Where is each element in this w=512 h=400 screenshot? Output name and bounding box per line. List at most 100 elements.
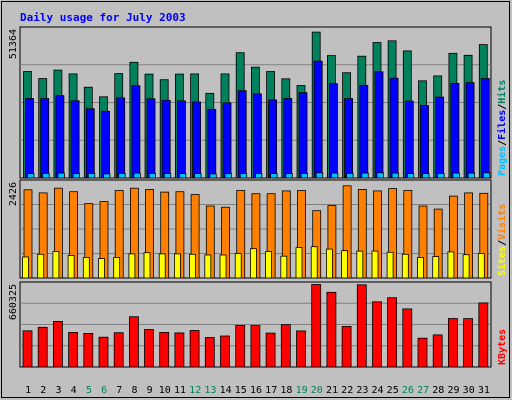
legend-entry: Files: [496, 110, 508, 140]
bar-kbytes: [37, 326, 48, 368]
y-max-label: 51364: [8, 29, 19, 59]
bar-pages: [346, 172, 354, 179]
bar-pages: [361, 172, 369, 179]
bar-files: [283, 98, 293, 179]
bar-pages: [27, 173, 35, 179]
x-tick-label: 21: [326, 385, 338, 396]
legend-kbytes: KBytes: [497, 329, 508, 365]
x-tick-label: 28: [432, 385, 444, 396]
bar-pages: [178, 173, 187, 179]
bar-kbytes: [341, 325, 352, 368]
bar-sites: [401, 253, 409, 279]
bar-pages: [72, 173, 80, 179]
x-tick-label: 25: [387, 385, 399, 396]
bar-pages: [300, 172, 308, 179]
bar-sites: [67, 254, 75, 279]
y-max-label: 2426: [8, 182, 19, 206]
bar-sites: [371, 250, 379, 279]
bar-sites: [280, 255, 288, 279]
bar-files: [268, 99, 278, 179]
bar-files: [146, 98, 156, 179]
x-tick-label: 17: [265, 385, 277, 396]
bar-sites: [295, 247, 303, 279]
bar-kbytes: [447, 318, 458, 368]
bar-files: [101, 110, 110, 179]
x-tick-label: 14: [220, 385, 232, 396]
bar-kbytes: [22, 330, 33, 368]
bar-kbytes: [98, 336, 109, 368]
bar-files: [328, 83, 338, 179]
bar-sites: [37, 253, 45, 279]
bar-kbytes: [463, 318, 474, 368]
bar-files: [359, 85, 369, 179]
bar-files: [192, 101, 202, 179]
bar-files: [161, 99, 171, 179]
x-tick-label: 13: [204, 385, 216, 396]
bar-sites: [341, 250, 349, 279]
bar-sites: [219, 254, 227, 279]
bar-files: [344, 98, 354, 179]
bar-kbytes: [68, 331, 78, 368]
x-tick-label: 26: [402, 385, 414, 396]
bar-pages: [376, 172, 384, 179]
x-tick-label: 1: [25, 385, 31, 396]
bar-files: [374, 71, 384, 179]
bar-sites: [356, 250, 364, 279]
bar-sites: [462, 254, 470, 279]
legend-entry: /: [497, 104, 508, 110]
bar-files: [70, 100, 80, 179]
bar-pages: [133, 172, 141, 179]
bar-kbytes: [432, 334, 443, 368]
x-tick-label: 9: [147, 385, 153, 396]
bar-files: [237, 90, 247, 179]
panel-hits-files-pages: 51364 Pages/Files/Hits: [8, 26, 508, 179]
bar-sites: [113, 256, 121, 279]
bar-pages: [148, 172, 156, 179]
bar-kbytes: [174, 332, 185, 368]
bar-files: [25, 98, 34, 179]
bar-sites: [477, 253, 485, 279]
bar-kbytes: [220, 335, 230, 368]
bar-sites: [432, 256, 440, 279]
bar-kbytes: [113, 332, 124, 368]
bar-kbytes: [387, 297, 398, 368]
bar-kbytes: [159, 331, 170, 368]
bar-pages: [254, 172, 263, 179]
bar-sites: [325, 248, 333, 279]
bar-sites: [447, 251, 455, 279]
bar-kbytes: [250, 325, 261, 368]
x-tick-label: 10: [159, 385, 171, 396]
panel-visits-sites: 2426 Sites/Visits: [8, 179, 508, 279]
legend-entry: /: [497, 240, 508, 246]
bar-sites: [22, 256, 29, 279]
legend-entry: Sites: [496, 246, 508, 276]
bar-sites: [98, 258, 105, 279]
bar-pages: [285, 173, 293, 179]
bar-kbytes: [326, 291, 337, 368]
bar-kbytes: [311, 284, 322, 368]
bar-pages: [391, 172, 400, 179]
bar-pages: [406, 173, 415, 179]
x-tick-label: 7: [116, 385, 122, 396]
bar-files: [176, 100, 186, 179]
bar-kbytes: [189, 330, 200, 368]
bar-files: [40, 98, 50, 179]
bar-sites: [417, 256, 424, 279]
bar-pages: [42, 172, 50, 179]
bar-sites: [52, 251, 60, 279]
bar-pages: [239, 172, 248, 179]
bar-pages: [209, 173, 217, 179]
legend-entry: KBytes: [497, 329, 508, 365]
bar-kbytes: [265, 332, 276, 368]
bar-kbytes: [83, 332, 94, 368]
bar-kbytes: [296, 330, 306, 368]
legend-hits-files-pages: Pages/Files/Hits: [496, 80, 508, 176]
bar-pages: [163, 173, 172, 179]
bar-pages: [270, 173, 278, 179]
bar-sites: [143, 252, 151, 279]
bar-files: [85, 108, 95, 179]
chart-title: Daily usage for July 2003: [20, 11, 186, 24]
bar-kbytes: [204, 337, 215, 368]
